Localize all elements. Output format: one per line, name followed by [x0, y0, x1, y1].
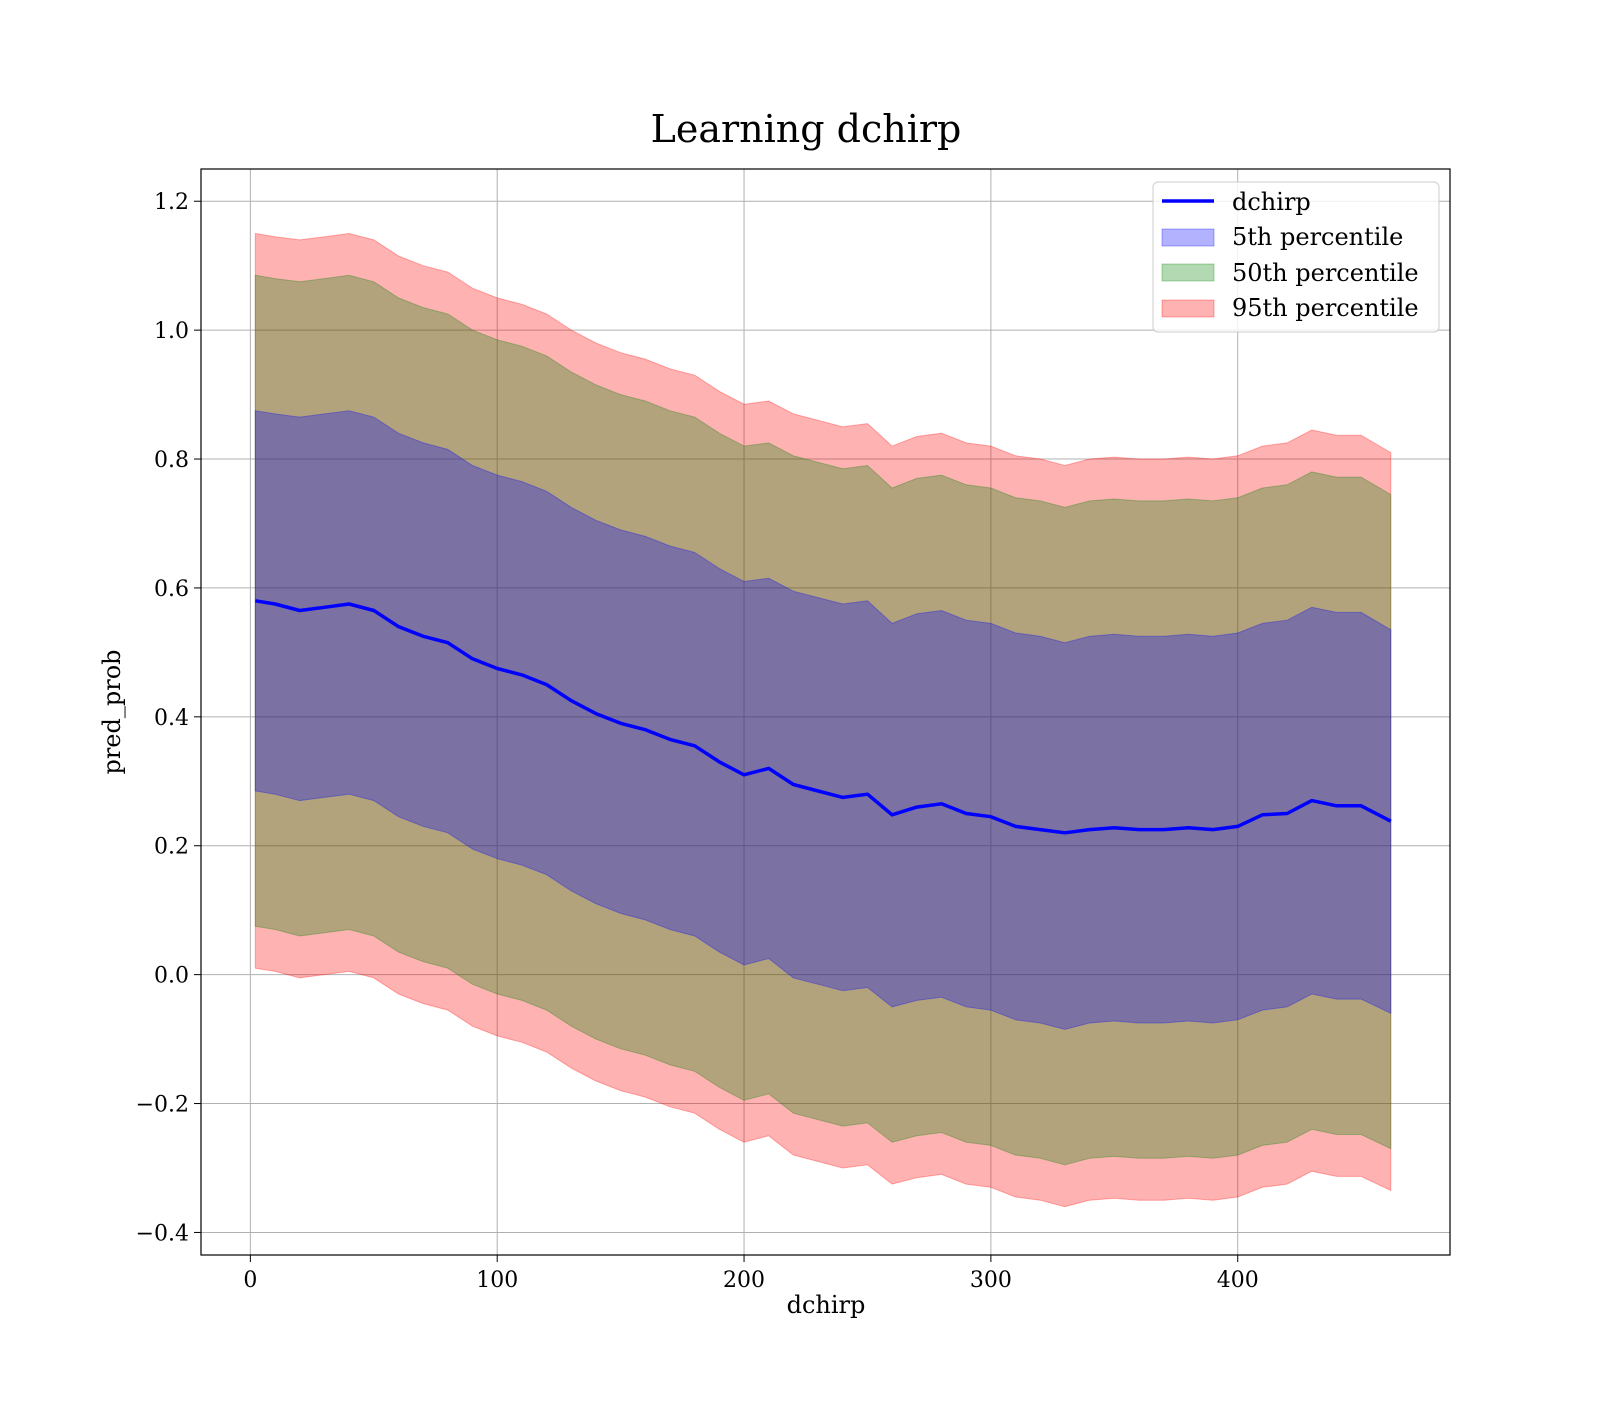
y-tick-label: 0.2: [154, 835, 189, 860]
legend-swatch-50th: [1161, 263, 1215, 282]
x-axis-label: dchirp: [787, 1291, 866, 1319]
tick-layer: 0 100 200 300 400 −0.4 −0.2 0.0 0.2 0.4 0.6 0.8 1.0 1…: [136, 190, 1259, 1293]
y-tick-label: 1.2: [154, 190, 189, 215]
y-tick-label: 0.0: [154, 964, 189, 989]
series-line-dchirp: [255, 599, 1392, 835]
legend-label-95th: 95th percentile: [1232, 294, 1419, 322]
legend-swatch-95th: [1161, 299, 1215, 318]
legend-swatch-5th: [1161, 228, 1215, 247]
x-tick-label: 100: [476, 1268, 518, 1293]
y-tick-label: 0.8: [154, 448, 189, 473]
legend-label-50th: 50th percentile: [1232, 259, 1419, 287]
legend-label-dchirp: dchirp: [1232, 188, 1311, 216]
y-tick-label: 0.6: [154, 577, 189, 602]
band-95th-percentile: [254, 232, 1392, 1208]
legend-box: [1152, 181, 1440, 333]
y-tick-label: −0.4: [136, 1221, 189, 1246]
band-layer: [254, 232, 1392, 1208]
y-tick-label: 1.0: [154, 319, 189, 344]
band-5th-percentile: [254, 410, 1392, 1030]
legend: dchirp 5th percentile 50th percentile 95…: [1152, 181, 1440, 333]
chart-title: Learning dchirp: [651, 107, 962, 151]
plot-frame: [200, 168, 1451, 1256]
y-axis-label: pred_prob: [98, 649, 126, 774]
legend-label-5th: 5th percentile: [1232, 223, 1403, 251]
line-layer: [255, 599, 1392, 835]
x-tick-label: 200: [723, 1268, 765, 1293]
x-tick-label: 300: [970, 1268, 1012, 1293]
band-50th-percentile: [254, 274, 1392, 1166]
y-tick-label: 0.4: [154, 706, 189, 731]
x-tick-label: 400: [1217, 1268, 1259, 1293]
x-tick-label: 0: [243, 1268, 257, 1293]
y-tick-label: −0.2: [136, 1093, 189, 1118]
